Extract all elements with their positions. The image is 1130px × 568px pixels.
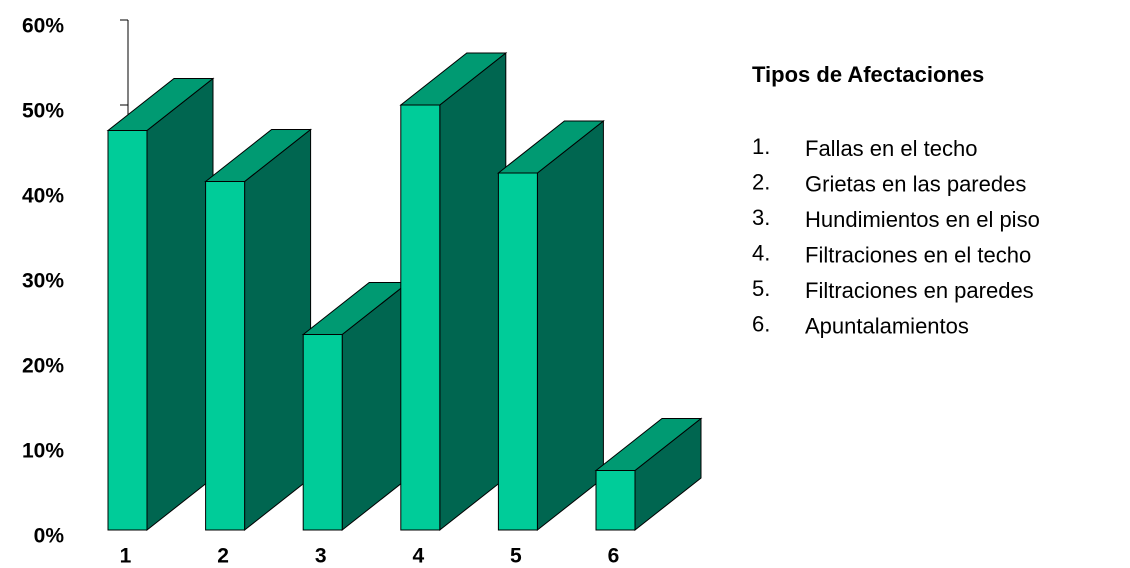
bar-side bbox=[439, 51, 507, 532]
legend-number: 3. bbox=[752, 205, 770, 230]
legend-number: 2. bbox=[752, 169, 770, 194]
legend-number: 1. bbox=[752, 134, 770, 159]
bar bbox=[302, 334, 343, 531]
bar bbox=[595, 470, 636, 531]
legend-text: Filtraciones en el techo bbox=[805, 242, 1031, 267]
x-tick-label: 1 bbox=[120, 545, 132, 568]
bar bbox=[107, 130, 148, 531]
legend-title: Tipos de Afectaciones bbox=[752, 62, 984, 87]
bar bbox=[400, 104, 441, 531]
y-tick-label: 60% bbox=[22, 15, 64, 38]
y-tick-label: 30% bbox=[22, 270, 64, 293]
bar-side bbox=[244, 128, 312, 532]
legend-text: Grietas en las paredes bbox=[805, 171, 1026, 196]
legend-number: 5. bbox=[752, 276, 770, 301]
y-tick-label: 50% bbox=[22, 100, 64, 123]
y-tick-label: 0% bbox=[34, 525, 65, 548]
x-tick-label: 2 bbox=[217, 545, 229, 568]
legend-text: Apuntalamientos bbox=[805, 313, 969, 338]
y-tick-label: 10% bbox=[22, 440, 64, 463]
legend-text: Filtraciones en paredes bbox=[805, 278, 1034, 303]
x-tick-label: 3 bbox=[315, 545, 327, 568]
bar bbox=[205, 181, 246, 531]
legend-text: Fallas en el techo bbox=[805, 136, 977, 161]
legend-number: 6. bbox=[752, 311, 770, 336]
x-tick-label: 5 bbox=[510, 545, 522, 568]
legend-number: 4. bbox=[752, 240, 770, 265]
legend-text: Hundimientos en el piso bbox=[805, 207, 1040, 232]
x-tick-label: 4 bbox=[412, 545, 424, 568]
bar-side bbox=[536, 119, 604, 532]
bar-side bbox=[146, 77, 214, 532]
y-tick-label: 40% bbox=[22, 185, 64, 208]
y-tick-label: 20% bbox=[22, 355, 64, 378]
bar bbox=[497, 172, 538, 531]
x-tick-label: 6 bbox=[608, 545, 620, 568]
